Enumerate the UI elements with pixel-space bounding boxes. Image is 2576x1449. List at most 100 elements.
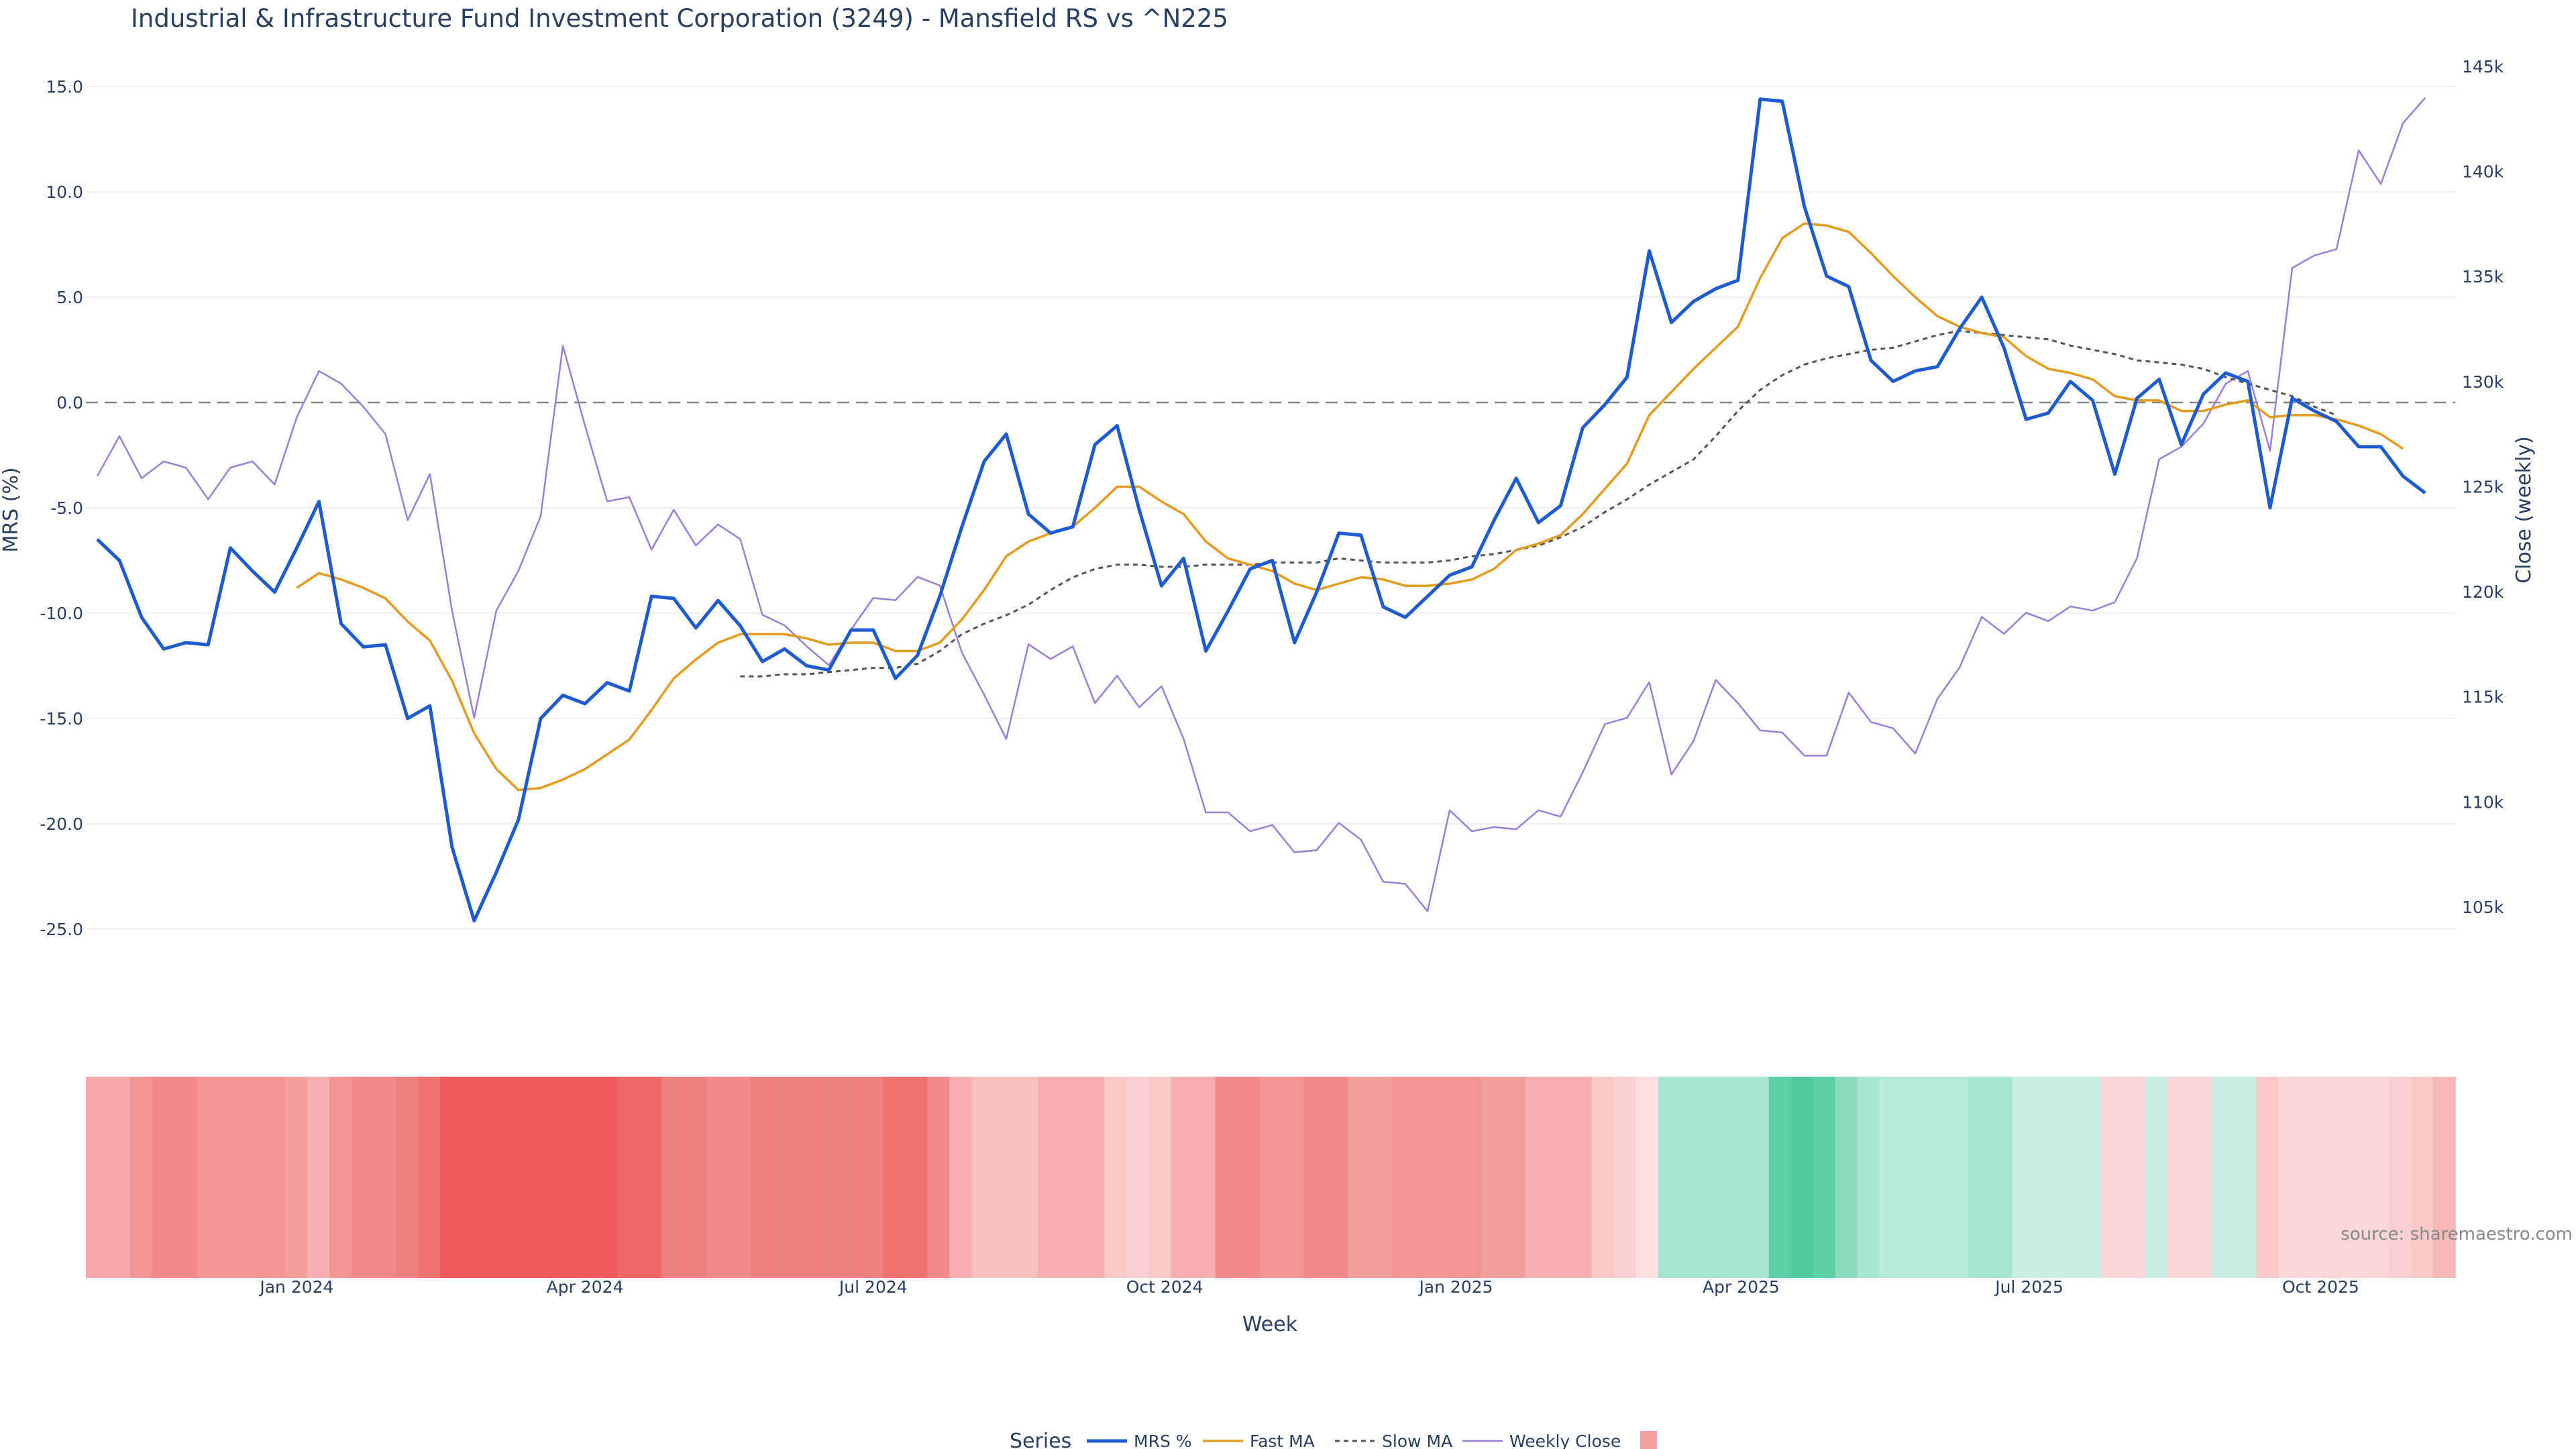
- heatmap-cell: [1126, 1077, 1150, 1278]
- heatmap-cell: [2432, 1077, 2456, 1278]
- heatmap-cell: [684, 1077, 707, 1278]
- y-left-tick-label: -10.0: [40, 604, 83, 623]
- heatmap-cell: [2100, 1077, 2124, 1278]
- gridlines: [86, 86, 2455, 930]
- heatmap-cell: [2277, 1077, 2301, 1278]
- heatmap-cell: [661, 1077, 685, 1278]
- heatmap-cell: [329, 1077, 352, 1278]
- heatmap-cell: [2012, 1077, 2035, 1278]
- heatmap-cell: [506, 1077, 529, 1278]
- heatmap-cell: [1569, 1077, 1593, 1278]
- heatmap-cell: [883, 1077, 906, 1278]
- x-tick-label: Jan 2025: [1417, 1277, 1493, 1297]
- legend-heatmap-swatch: [1640, 1431, 1657, 1449]
- heatmap-cell: [816, 1077, 840, 1278]
- series-line-weekly-close: [96, 97, 2426, 912]
- heatmap-cell: [529, 1077, 551, 1278]
- heatmap-cell: [1148, 1077, 1172, 1278]
- heatmap-cell: [728, 1077, 751, 1278]
- heatmap-cell: [1968, 1077, 1991, 1278]
- y-right-tick-label: 135k: [2462, 267, 2504, 286]
- heatmap-cell: [1901, 1077, 1925, 1278]
- heatmap-cell: [2300, 1077, 2323, 1278]
- x-tick-label: Jul 2024: [838, 1277, 908, 1297]
- heatmap-cell: [2123, 1077, 2146, 1278]
- heatmap-cell: [1259, 1077, 1283, 1278]
- heatmap-cell: [1547, 1077, 1570, 1278]
- heatmap-cell: [1635, 1077, 1659, 1278]
- heatmap-cell: [1281, 1077, 1305, 1278]
- heatmap-cell: [1613, 1077, 1637, 1278]
- heatmap-cell: [949, 1077, 973, 1278]
- y-left-tick-label: 10.0: [46, 182, 83, 202]
- heatmap-cell: [905, 1077, 928, 1278]
- legend-item-label: Fast MA: [1250, 1432, 1315, 1449]
- heatmap-cell: [573, 1077, 596, 1278]
- y-right-tick-label: 115k: [2462, 688, 2504, 707]
- heatmap-cell: [1835, 1077, 1858, 1278]
- y-left-tick-label: -15.0: [40, 709, 83, 729]
- heatmap-cell: [1503, 1077, 1526, 1278]
- heatmap-cell: [2233, 1077, 2257, 1278]
- legend-item-label: MRS %: [1134, 1432, 1192, 1449]
- heatmap-cell: [241, 1077, 264, 1278]
- x-tick-label: Apr 2024: [547, 1277, 624, 1297]
- heatmap-cell: [2410, 1077, 2434, 1278]
- heatmap-cell: [2167, 1077, 2190, 1278]
- heatmap-cell: [1702, 1077, 1725, 1278]
- heatmap-cell: [1104, 1077, 1128, 1278]
- heatmap-cell: [352, 1077, 374, 1278]
- legend-title: Series: [1010, 1430, 1071, 1449]
- x-tick-label: Oct 2024: [1126, 1277, 1203, 1297]
- heatmap-cell: [1237, 1077, 1260, 1278]
- x-tick-label: Apr 2025: [1703, 1277, 1780, 1297]
- heatmap-cell: [2145, 1077, 2168, 1278]
- heatmap-cell: [1326, 1077, 1349, 1278]
- x-tick-label: Oct 2025: [2282, 1277, 2359, 1297]
- legend-item-label: Weekly Close: [1509, 1432, 1621, 1449]
- heatmap-cell: [86, 1077, 109, 1278]
- heatmap-cell: [595, 1077, 619, 1278]
- y-left-tick-label: 15.0: [46, 77, 83, 97]
- legend: Series MRS % Fast MA Slow MA Weekly Close: [1010, 1430, 1657, 1449]
- heatmap-cell: [1171, 1077, 1194, 1278]
- heatmap-cell: [1436, 1077, 1460, 1278]
- heatmap-cell: [2078, 1077, 2102, 1278]
- heatmap-cell: [374, 1077, 396, 1278]
- heatmap-cell: [1525, 1077, 1548, 1278]
- heatmap-cell: [971, 1077, 995, 1278]
- heatmap-cell: [1016, 1077, 1039, 1278]
- y-right-tick-label: 105k: [2462, 898, 2504, 917]
- heatmap-cell: [1724, 1077, 1748, 1278]
- heatmap-cell: [108, 1077, 131, 1278]
- heatmap-cell: [1370, 1077, 1393, 1278]
- heatmap-cell: [1945, 1077, 1969, 1278]
- legend-item-label: Slow MA: [1382, 1432, 1452, 1449]
- heatmap-cell: [396, 1077, 419, 1278]
- heatmap-cell: [639, 1077, 663, 1278]
- heatmap-cell: [1458, 1077, 1482, 1278]
- heatmap-cell: [994, 1077, 1017, 1278]
- heatmap-cell: [1746, 1077, 1770, 1278]
- heatmap-cell: [2322, 1077, 2345, 1278]
- series-lines: [96, 97, 2426, 922]
- heatmap-cell: [307, 1077, 330, 1278]
- heatmap-cell: [418, 1077, 441, 1278]
- x-axis: Jan 2024 Apr 2024 Jul 2024 Oct 2024 Jan 2025…: [258, 1277, 2359, 1297]
- series-line-mrs: [96, 97, 2426, 922]
- heatmap-cell: [440, 1077, 463, 1278]
- heatmap-cell: [1813, 1077, 1836, 1278]
- heatmap-cell: [1038, 1077, 1061, 1278]
- heatmap-cell: [1193, 1077, 1216, 1278]
- heatmap-cell: [263, 1077, 286, 1278]
- x-axis-title: Week: [1242, 1313, 1298, 1336]
- y-right-tick-label: 145k: [2462, 57, 2504, 76]
- heatmap-cell: [2255, 1077, 2279, 1278]
- y-left-tick-label: 5.0: [56, 288, 83, 307]
- y-axis-left: 15.0 10.0 5.0 0.0 -5.0 -10.0 -15.0 -20.0 -25.0: [40, 77, 83, 939]
- heatmap-cell: [1414, 1077, 1438, 1278]
- heatmap-cell: [174, 1077, 197, 1278]
- y-left-tick-label: -5.0: [50, 498, 83, 518]
- heatmap-cell: [706, 1077, 729, 1278]
- source-label: source: sharemaestro.com: [2341, 1224, 2573, 1244]
